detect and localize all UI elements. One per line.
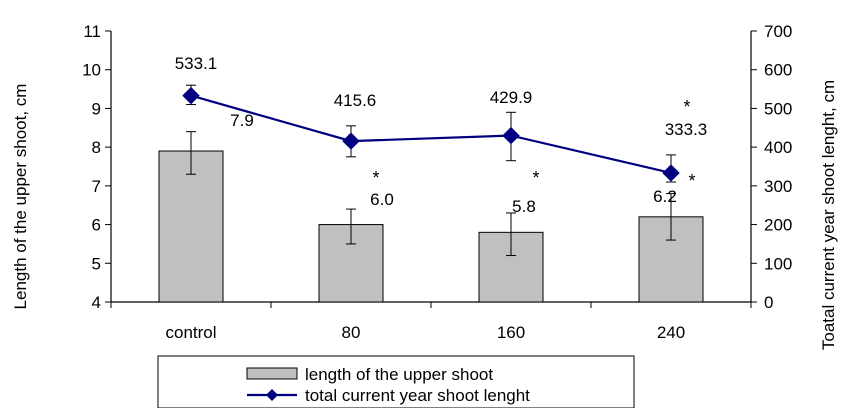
- line-significance-mark: *: [683, 97, 690, 117]
- line-marker: [182, 86, 200, 105]
- legend-swatch-bar: [246, 367, 298, 380]
- right-tick-label: 700: [764, 22, 792, 41]
- bar-significance-mark: *: [372, 168, 379, 188]
- right-tick-label: 200: [764, 216, 792, 235]
- left-tick-label: 4: [92, 293, 101, 312]
- line-data-label: 429.9: [490, 88, 533, 107]
- right-tick-label: 500: [764, 99, 792, 118]
- legend-label-bar: length of the upper shoot: [305, 365, 493, 384]
- right-tick-label: 600: [764, 61, 792, 80]
- left-axis-title: Length of the upper shoot, cm: [11, 84, 30, 310]
- legend-swatch-marker: [266, 389, 278, 401]
- x-category-label: control: [165, 323, 216, 342]
- left-tick-label: 6: [92, 216, 101, 235]
- bar-significance-mark: *: [688, 171, 695, 191]
- bar: [158, 150, 224, 303]
- line-data-label: 415.6: [334, 91, 377, 110]
- bar-data-label: 5.8: [512, 197, 536, 216]
- line-data-label: 333.3: [665, 120, 708, 139]
- left-tick-label: 8: [92, 138, 101, 157]
- line-series: [190, 94, 672, 175]
- bar-data-label: 6.0: [370, 190, 394, 209]
- x-category-label: 80: [342, 323, 361, 342]
- left-tick-label: 10: [82, 61, 101, 80]
- line-data-label: 533.1: [175, 54, 218, 73]
- right-tick-label: 0: [764, 293, 773, 312]
- right-tick-label: 300: [764, 177, 792, 196]
- right-axis-title: Toatal current year shoot lenght, cm: [819, 80, 838, 350]
- x-category-label: 240: [657, 323, 685, 342]
- line-marker: [502, 126, 520, 145]
- left-tick-label: 5: [92, 254, 101, 273]
- bar-data-label: 7.9: [230, 111, 254, 130]
- x-category-label: 160: [497, 323, 525, 342]
- line-marker: [662, 164, 680, 182]
- right-tick-label: 400: [764, 138, 792, 157]
- bar-significance-mark: *: [532, 168, 539, 188]
- legend-box: [157, 355, 635, 408]
- legend-label-line: total current year shoot lenght: [305, 386, 530, 405]
- bar-data-label: 6.2: [653, 187, 677, 206]
- right-tick-label: 100: [764, 254, 792, 273]
- line-marker: [342, 132, 360, 150]
- left-tick-label: 9: [92, 99, 101, 118]
- left-tick-label: 7: [92, 177, 101, 196]
- left-tick-label: 11: [83, 22, 101, 41]
